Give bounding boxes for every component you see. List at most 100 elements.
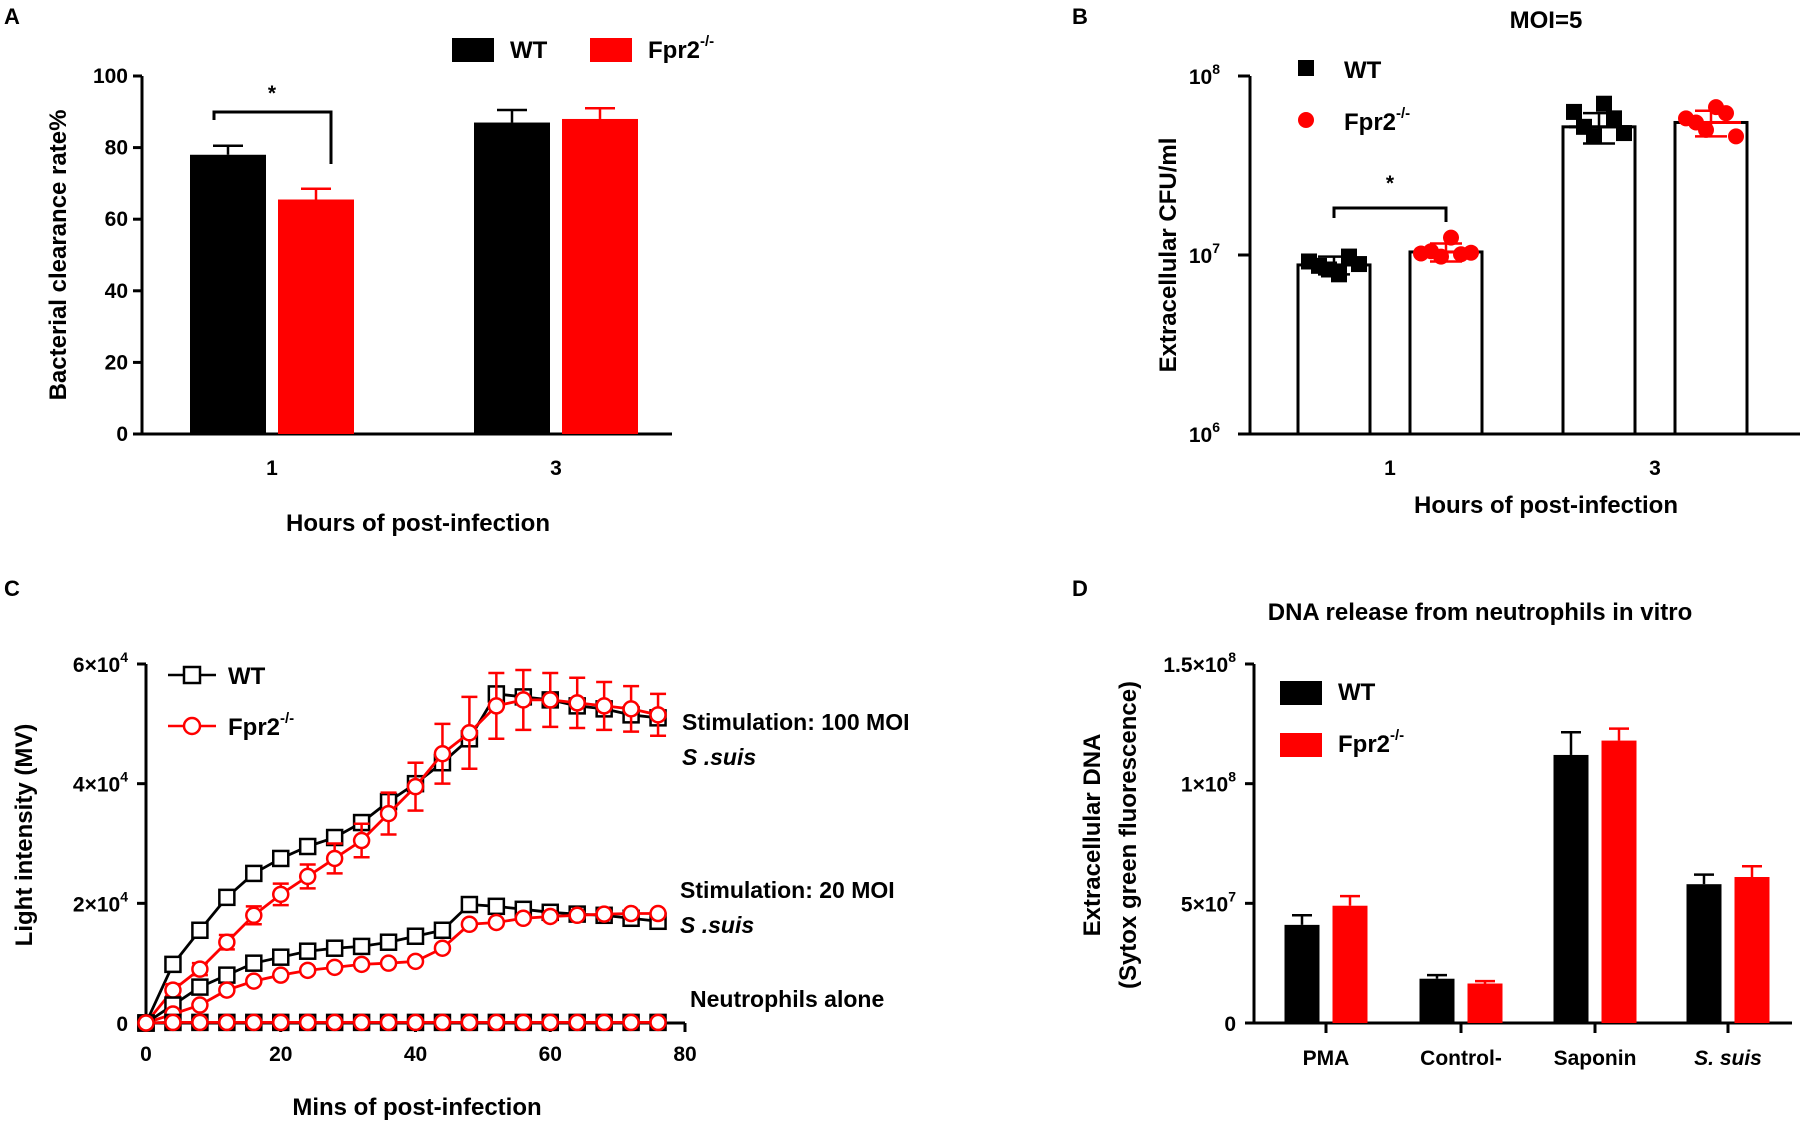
- bar: [1408, 250, 1484, 436]
- data-point: [541, 1013, 559, 1032]
- y-tick-label: 6×104: [73, 649, 128, 677]
- y-tick-label: 100: [93, 65, 128, 88]
- significance-star: *: [268, 82, 277, 105]
- data-point: [1616, 125, 1632, 142]
- data-point: [460, 895, 479, 914]
- legend-label-wt: WT: [510, 37, 548, 64]
- data-point: [218, 966, 236, 984]
- data-point: [298, 961, 317, 980]
- data-point: [164, 981, 182, 999]
- data-point: [245, 1013, 263, 1032]
- data-point: [514, 909, 533, 928]
- panel-label-c: C: [4, 576, 20, 601]
- panel-d-axes: 0 5×107 1×108 1.5×108 PMA Control- Saponin S. s…: [1163, 649, 1792, 1070]
- data-point: [218, 1013, 236, 1032]
- y-tick-label: 60: [105, 208, 128, 231]
- data-point: [272, 849, 290, 868]
- x-tick-label: PMA: [1303, 1047, 1350, 1070]
- data-point: [406, 952, 425, 971]
- y-tick-label: 4×104: [73, 769, 128, 797]
- data-point: [649, 706, 667, 724]
- panel-b: B MOI=5 106 107 108 1 3 WT Fpr2-/- * Extrace…: [1072, 4, 1800, 519]
- data-point: [595, 697, 613, 715]
- legend-label-wt: WT: [1338, 679, 1376, 706]
- data-point: [406, 1013, 425, 1032]
- legend-swatch-wt: [452, 38, 494, 62]
- data-point: [379, 1013, 398, 1032]
- data-point: [379, 954, 398, 972]
- data-point: [164, 1013, 182, 1032]
- bar: [1673, 120, 1749, 436]
- data-point: [622, 700, 640, 718]
- data-point: [218, 933, 236, 951]
- data-point: [595, 1013, 613, 1032]
- data-point: [622, 904, 640, 923]
- data-point: [245, 954, 263, 972]
- data-point: [568, 906, 586, 925]
- data-point: [1443, 229, 1459, 246]
- bar: [1734, 877, 1770, 1023]
- y-tick-label: 1.5×108: [1163, 649, 1236, 677]
- data-point: [245, 864, 263, 883]
- data-point: [1596, 95, 1612, 112]
- data-point: [568, 694, 586, 712]
- data-point: [460, 724, 479, 742]
- data-point: [379, 804, 398, 823]
- bar: [190, 154, 266, 434]
- chart-title: MOI=5: [1510, 7, 1583, 34]
- legend-label-fpr2: Fpr2-/-: [1344, 105, 1410, 136]
- data-point: [325, 958, 344, 977]
- data-point: [191, 1013, 209, 1032]
- panel-a: A 0 20 40 60 80 100 1 3 WT Fpr2-/- * Bacterial …: [4, 4, 714, 537]
- legend-label-fpr2: Fpr2-/-: [228, 710, 294, 741]
- y-axis-title: Extracellular CFU/ml: [1155, 138, 1182, 373]
- bar: [474, 122, 550, 434]
- bar: [1284, 924, 1320, 1023]
- bar: [1296, 263, 1372, 436]
- data-point: [406, 927, 425, 945]
- legend-label-wt: WT: [228, 663, 266, 690]
- panel-c-annotations: Stimulation: 100 MOI S .suis Stimulation…: [680, 709, 909, 1012]
- y-tick-label: 40: [105, 280, 128, 303]
- bar: [1553, 754, 1589, 1023]
- panel-d: D DNA release from neutrophils in vitro …: [1072, 576, 1792, 1070]
- y-tick-label: 0: [116, 1013, 128, 1036]
- panel-b-bars: [1296, 95, 1749, 436]
- data-point: [352, 937, 371, 956]
- data-point: [1728, 128, 1744, 145]
- data-point: [218, 888, 236, 907]
- panel-d-bars: [1284, 727, 1770, 1023]
- panel-c-lines: [137, 668, 667, 1032]
- data-point: [245, 906, 263, 925]
- data-point: [379, 933, 398, 951]
- bar: [278, 199, 354, 434]
- panel-a-bars: [190, 106, 638, 435]
- annotation-100-moi-species: S .suis: [682, 744, 756, 770]
- legend-marker-wt: [1298, 60, 1314, 76]
- chart-title: DNA release from neutrophils in vitro: [1268, 599, 1693, 626]
- data-point: [487, 1013, 506, 1032]
- y-tick-label: 2×104: [73, 888, 128, 916]
- legend-swatch-wt: [1280, 681, 1322, 705]
- x-tick-label: Saponin: [1554, 1047, 1637, 1070]
- data-point: [191, 978, 209, 996]
- legend-label-wt: WT: [1344, 57, 1382, 84]
- panel-d-legend: WT Fpr2-/-: [1280, 679, 1404, 758]
- x-tick-label: Control-: [1420, 1047, 1502, 1070]
- bar: [1686, 884, 1722, 1023]
- data-point: [487, 897, 506, 916]
- y-tick-label: 20: [105, 351, 128, 374]
- legend-label-fpr2: Fpr2-/-: [648, 33, 714, 64]
- data-point: [622, 1013, 640, 1032]
- annotation-100-moi: Stimulation: 100 MOI: [682, 709, 909, 735]
- data-point: [272, 1013, 290, 1032]
- legend-label-fpr2: Fpr2-/-: [1338, 727, 1404, 758]
- legend-marker-wt: [182, 665, 202, 685]
- data-point: [541, 907, 559, 926]
- panel-c-legend: WT Fpr2-/-: [168, 663, 294, 741]
- y-tick-label: 107: [1189, 240, 1220, 268]
- y-tick-label: 1×108: [1181, 769, 1236, 797]
- bar: [1419, 978, 1455, 1023]
- data-point: [272, 948, 290, 966]
